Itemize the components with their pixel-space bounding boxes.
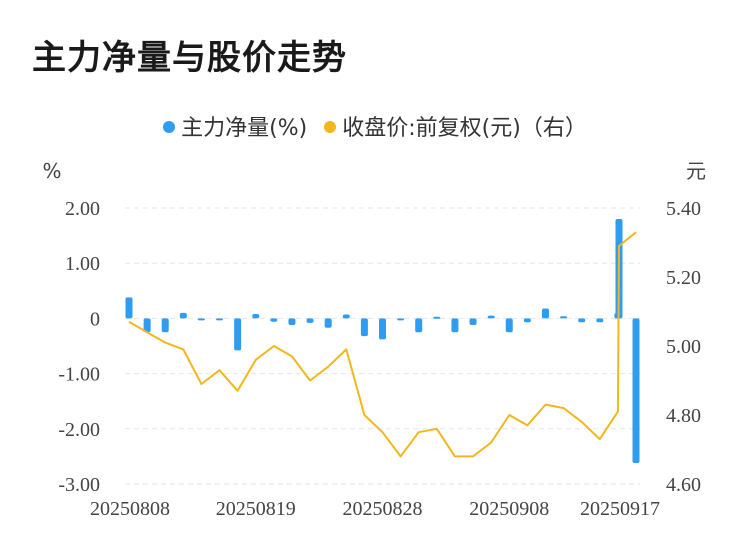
flow-bar (288, 318, 296, 326)
flow-bar (397, 318, 405, 321)
price-line (128, 231, 637, 458)
flow-bar (596, 318, 604, 323)
flow-bar (306, 318, 314, 323)
left-tick-label: 2.00 (65, 198, 100, 220)
legend-marker-flow-icon (163, 121, 176, 133)
flow-bar (234, 318, 242, 351)
flow-bar (487, 315, 495, 319)
flow-bar (197, 318, 205, 321)
left-tick-label: 1.00 (65, 253, 100, 275)
gridlines (125, 207, 640, 485)
left-axis-unit: % (42, 159, 61, 183)
legend-label-flow: 主力净量(%) (181, 116, 308, 141)
x-tick-label: 20250808 (90, 498, 170, 520)
right-tick-label: 5.40 (666, 198, 701, 220)
legend: 主力净量(%) 收盘价:前复权(元)（右） (0, 110, 750, 142)
flow-bars (125, 219, 640, 464)
left-tick-label: -1.00 (58, 364, 100, 386)
left-axis-ticks: 2.00 1.00 0 -1.00 -2.00 -3.00 (58, 198, 100, 496)
right-axis-unit: 元 (686, 159, 706, 183)
x-tick-label: 20250908 (469, 498, 549, 520)
flow-bar (252, 313, 260, 319)
legend-label-price: 收盘价:前复权(元)（右） (342, 116, 587, 141)
x-tick-label: 20250917 (580, 498, 660, 520)
legend-marker-price-icon (324, 121, 337, 133)
flow-bar (143, 318, 151, 333)
flow-bar (360, 318, 368, 337)
flow-bar (342, 314, 350, 319)
left-tick-label: -2.00 (58, 419, 100, 441)
flow-bar (451, 318, 459, 333)
flow-bar (161, 318, 169, 333)
legend-item-flow[interactable]: 主力净量(%) (163, 110, 307, 142)
flow-bar (632, 318, 640, 464)
right-tick-label: 4.80 (666, 405, 701, 427)
flow-bar (270, 318, 278, 322)
flow-bar (179, 312, 187, 319)
flow-bar (125, 297, 133, 319)
right-tick-label: 4.60 (666, 474, 701, 496)
price-line-group (128, 231, 637, 458)
flow-bar (505, 318, 513, 333)
flow-bar (324, 318, 332, 328)
x-axis-ticks: 20250808 20250819 20250828 20250908 20250917 (90, 498, 660, 520)
right-tick-label: 5.00 (666, 336, 701, 358)
legend-item-price[interactable]: 收盘价:前复权(元)（右） (324, 110, 587, 142)
flow-bar (523, 318, 531, 323)
right-tick-label: 5.20 (666, 267, 701, 289)
chart-title: 主力净量与股价走势 (32, 38, 347, 78)
flow-bar (433, 316, 441, 319)
flow-bar (541, 308, 549, 319)
flow-bar (415, 318, 423, 333)
flow-bar (469, 318, 477, 326)
flow-bar (560, 316, 568, 319)
left-tick-label: -3.00 (58, 474, 100, 496)
x-tick-label: 20250828 (343, 498, 423, 520)
x-tick-label: 20250819 (216, 498, 296, 520)
right-axis-ticks: 5.40 5.20 5.00 4.80 4.60 (666, 198, 701, 496)
flow-bar (379, 318, 386, 340)
left-tick-label: 0 (90, 308, 100, 330)
flow-bar (216, 318, 224, 321)
flow-bar (578, 318, 586, 323)
